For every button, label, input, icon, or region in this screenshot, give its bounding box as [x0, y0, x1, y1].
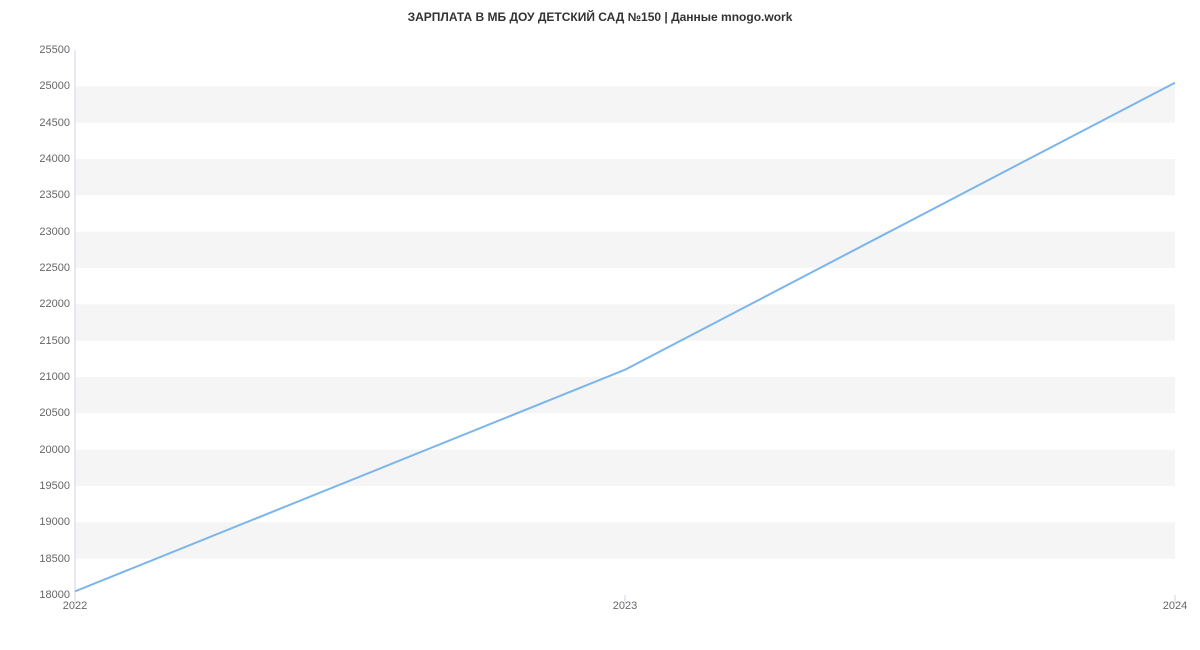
y-tick-label: 25500 — [10, 44, 70, 56]
y-tick-label: 20000 — [10, 444, 70, 456]
grid-band — [75, 450, 1175, 486]
grid-band — [75, 86, 1175, 122]
grid-band — [75, 522, 1175, 558]
grid-band — [75, 377, 1175, 413]
x-tick-label: 2023 — [613, 600, 637, 612]
y-tick-label: 25000 — [10, 80, 70, 92]
y-tick-label: 20500 — [10, 407, 70, 419]
grid-band — [75, 159, 1175, 195]
y-tick-label: 19000 — [10, 516, 70, 528]
y-tick-label: 18500 — [10, 553, 70, 565]
chart-svg — [75, 50, 1175, 595]
y-tick-label: 18000 — [10, 589, 70, 601]
y-tick-label: 19500 — [10, 480, 70, 492]
x-tick-label: 2024 — [1163, 600, 1187, 612]
y-tick-label: 24000 — [10, 153, 70, 165]
y-tick-label: 22000 — [10, 298, 70, 310]
y-tick-label: 21500 — [10, 335, 70, 347]
grid-band — [75, 304, 1175, 340]
grid-band — [75, 232, 1175, 268]
y-tick-label: 21000 — [10, 371, 70, 383]
x-tick-label: 2022 — [63, 600, 87, 612]
chart-title: ЗАРПЛАТА В МБ ДОУ ДЕТСКИЙ САД №150 | Дан… — [0, 10, 1200, 24]
y-tick-label: 22500 — [10, 262, 70, 274]
y-tick-label: 23500 — [10, 189, 70, 201]
y-tick-label: 24500 — [10, 117, 70, 129]
y-tick-label: 23000 — [10, 226, 70, 238]
